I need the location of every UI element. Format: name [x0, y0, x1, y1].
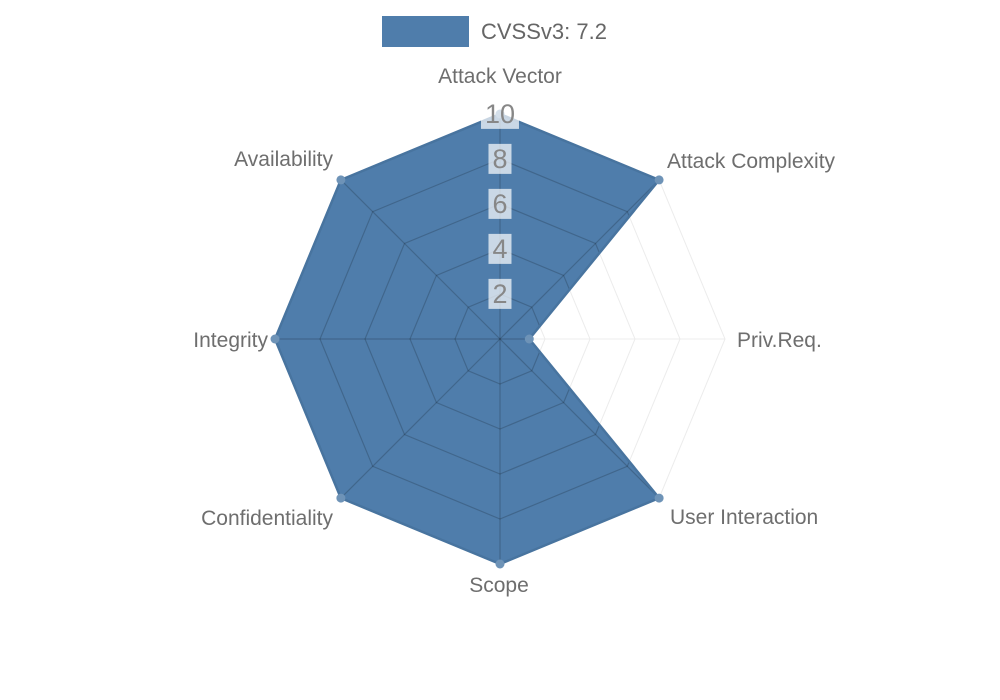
axis-label-user-interaction: User Interaction [670, 506, 819, 529]
axis-label-integrity: Integrity [193, 329, 268, 352]
tick-label-10: 10 [480, 98, 520, 130]
axis-label-confidentiality: Confidentiality [201, 507, 333, 530]
data-point-3 [654, 493, 664, 503]
tick-label-6: 6 [488, 188, 512, 220]
axis-label-attack-complexity: Attack Complexity [667, 150, 836, 173]
tick-label-8: 8 [488, 143, 512, 175]
data-point-4 [495, 559, 505, 569]
data-point-7 [336, 175, 346, 185]
legend-item-cvssv3[interactable]: CVSSv3: 7.2 [382, 16, 607, 47]
data-point-1 [654, 175, 664, 185]
axis-label-availability: Availability [234, 148, 333, 171]
axis-label-scope: Scope [469, 574, 529, 597]
axis-label-attack-vector: Attack Vector [438, 65, 562, 88]
data-point-6 [270, 334, 280, 344]
data-point-2 [524, 334, 534, 344]
chart-legend: CVSSv3: 7.2 [382, 16, 607, 47]
tick-label-4: 4 [488, 233, 512, 265]
axis-label-priv-req: Priv.Req. [737, 329, 822, 352]
data-point-5 [336, 493, 346, 503]
tick-label-2: 2 [488, 278, 512, 310]
legend-color-swatch [382, 16, 469, 47]
legend-label: CVSSv3: 7.2 [481, 18, 607, 44]
data-polygon [275, 114, 660, 564]
